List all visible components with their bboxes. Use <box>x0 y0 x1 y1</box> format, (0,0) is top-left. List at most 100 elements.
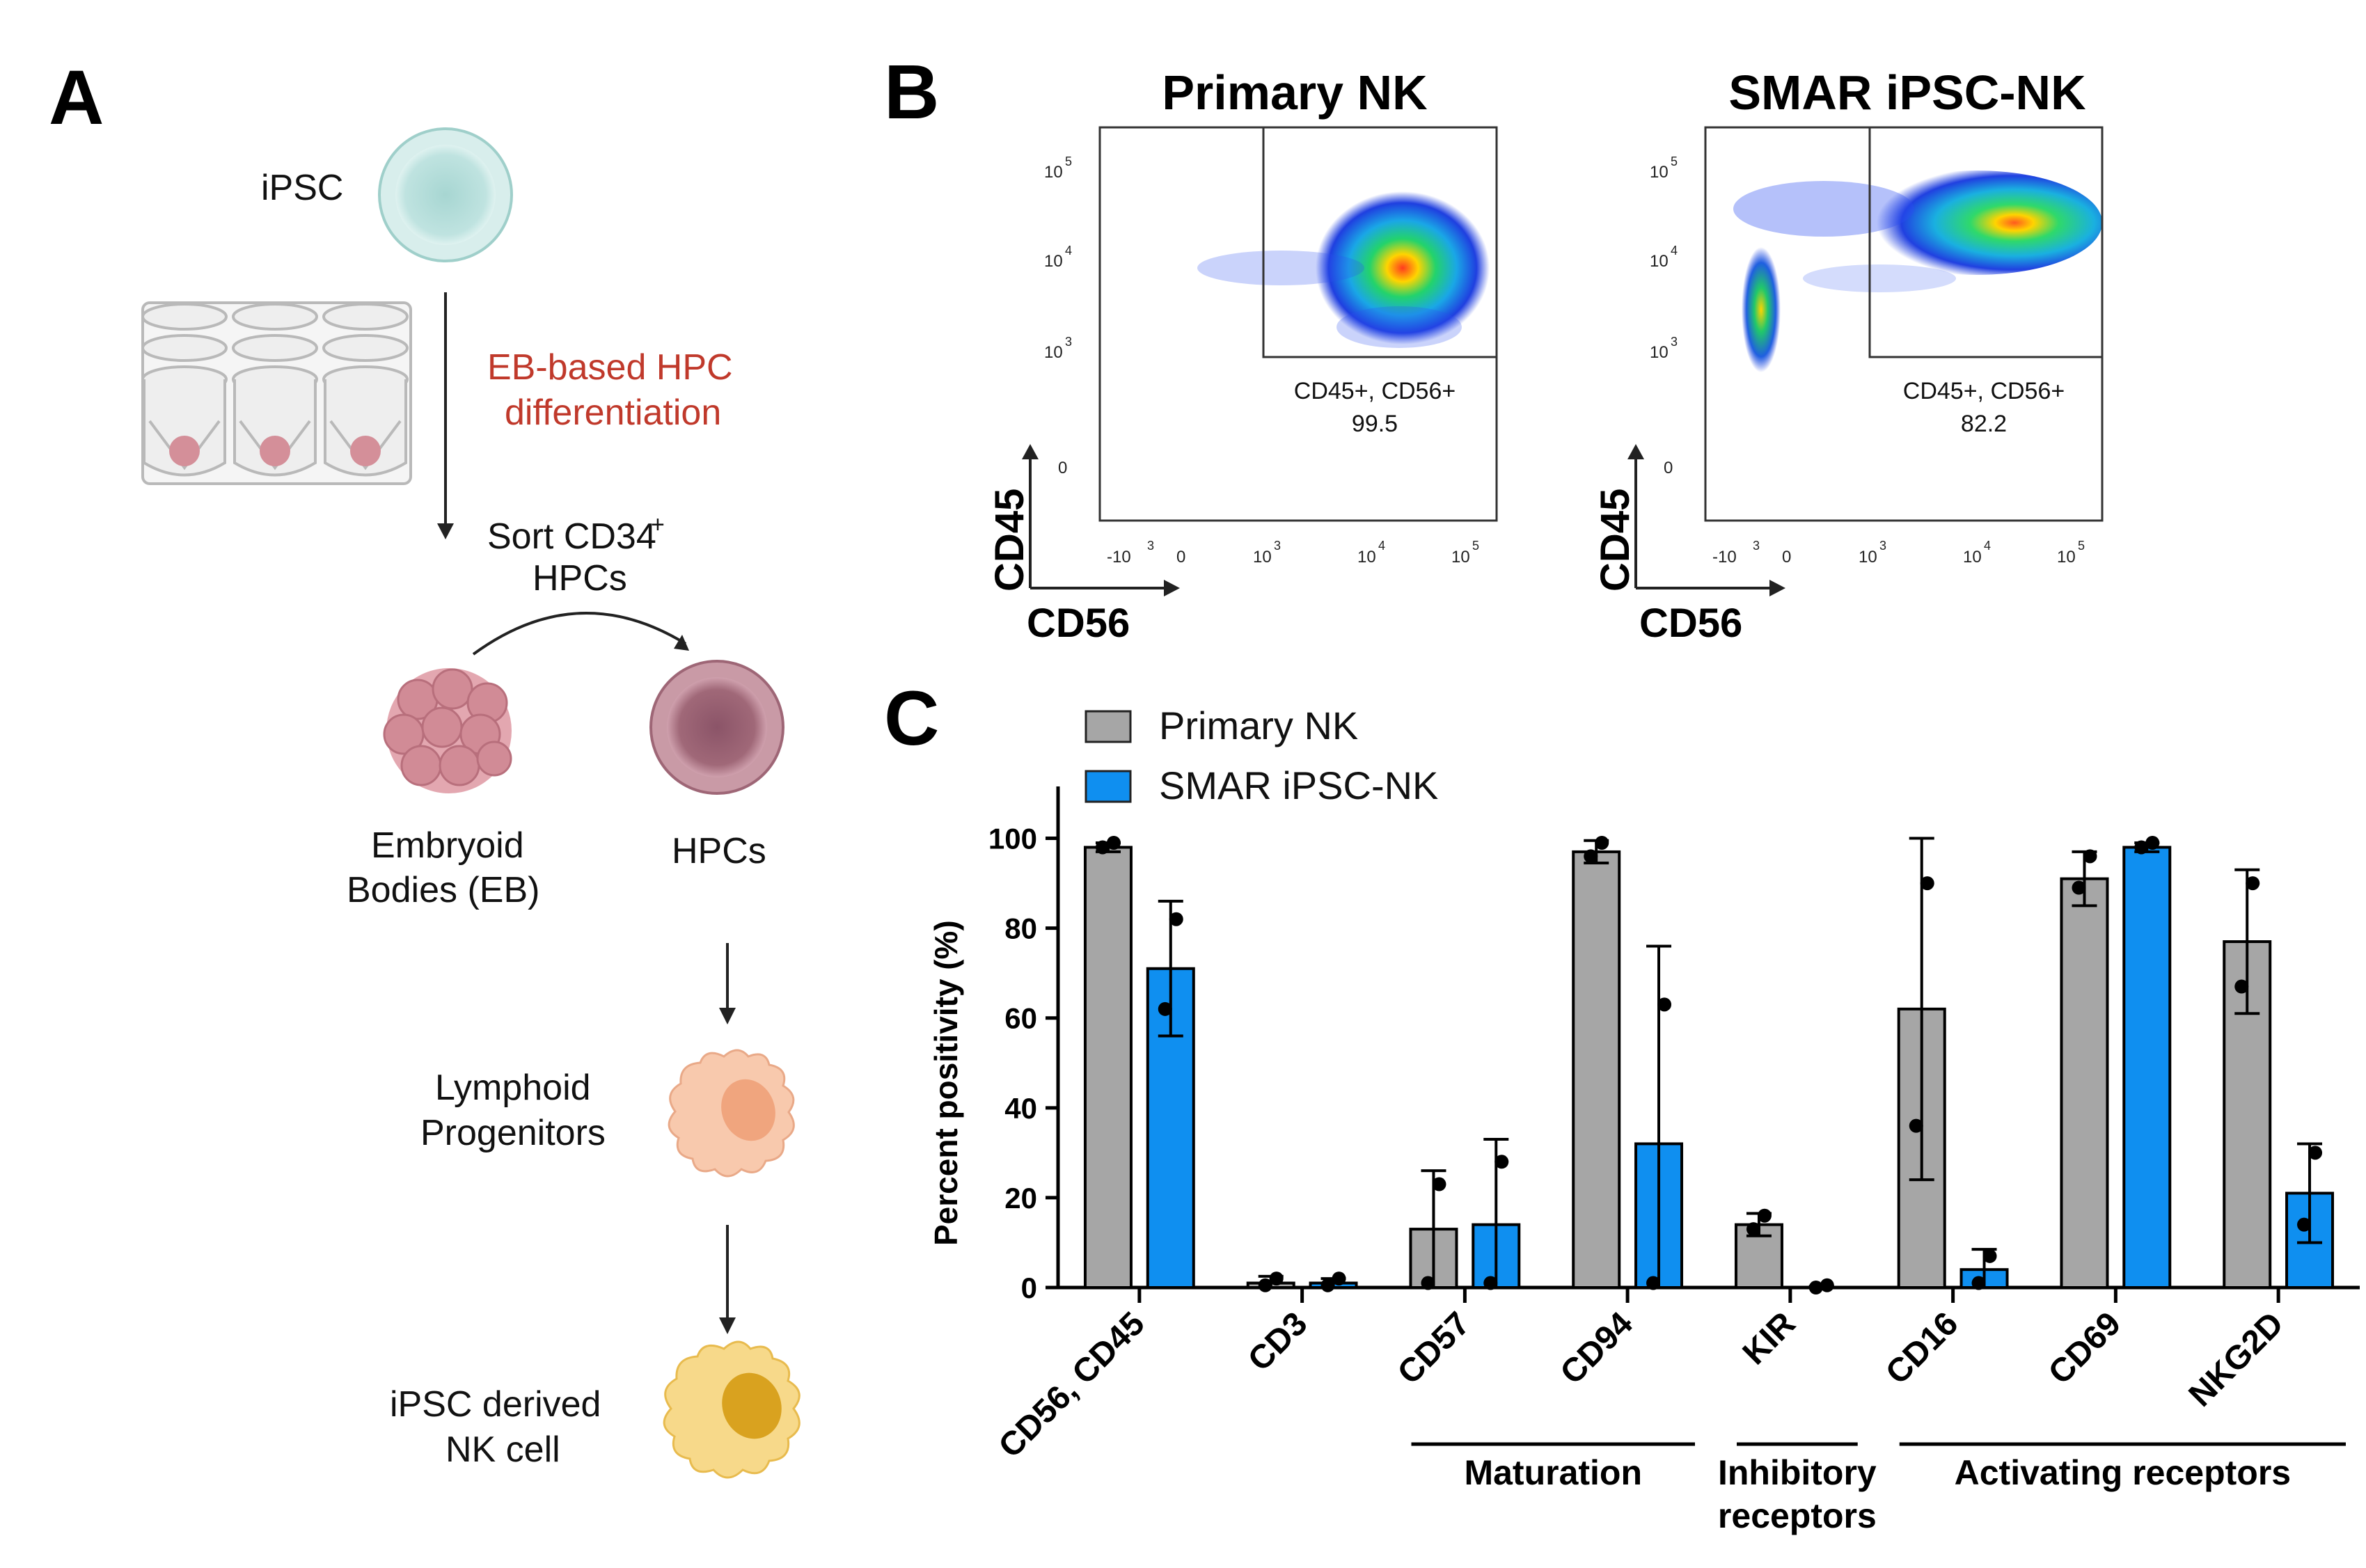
bar <box>1083 846 1133 1290</box>
gate-box <box>1262 126 1498 358</box>
data-point <box>1820 1278 1834 1292</box>
svg-text:4: 4 <box>1671 244 1678 258</box>
svg-text:10: 10 <box>1044 343 1063 362</box>
svg-text:3: 3 <box>1147 539 1154 553</box>
svg-text:4: 4 <box>1065 244 1072 258</box>
svg-text:0: 0 <box>1664 459 1673 477</box>
svg-text:3: 3 <box>1671 335 1678 349</box>
svg-text:5: 5 <box>2078 539 2085 553</box>
data-point <box>1808 1281 1823 1294</box>
data-point <box>1982 1249 1997 1263</box>
legend-label-primary-nk: Primary NK <box>1159 704 1358 747</box>
svg-text:10: 10 <box>1044 163 1063 182</box>
panel-a-letter: A <box>49 55 104 141</box>
lymphoid-label-2: Progenitors <box>420 1113 606 1153</box>
y-tick-label: 80 <box>1004 912 1037 945</box>
svg-text:-10: -10 <box>1712 548 1737 567</box>
group-label: Inhibitory <box>1718 1453 1877 1492</box>
svg-text:4: 4 <box>1984 539 1991 553</box>
data-point <box>2308 1146 2323 1160</box>
data-point <box>1920 876 1934 891</box>
data-point <box>2246 876 2260 891</box>
svg-text:3: 3 <box>1879 539 1886 553</box>
eb-label-2: Bodies (EB) <box>347 870 539 910</box>
sort-label-sup: + <box>651 512 665 538</box>
y-tick-label: 100 <box>988 823 1037 855</box>
data-point <box>1646 1276 1661 1290</box>
svg-text:10: 10 <box>1859 548 1877 567</box>
category-label: CD56, CD45 <box>992 1305 1152 1465</box>
data-point <box>1432 1177 1446 1191</box>
data-point <box>2234 979 2249 994</box>
data-point <box>2145 836 2160 850</box>
data-point <box>1106 836 1121 850</box>
x-tick-labels: -103 0 103 104 105 <box>1712 539 2085 567</box>
data-point <box>1909 1118 1923 1133</box>
data-point <box>1158 1001 1172 1016</box>
data-point <box>2297 1217 2312 1232</box>
group-label: Maturation <box>1464 1453 1642 1492</box>
legend-label-smar-ipsc-nk: SMAR iPSC-NK <box>1159 763 1438 807</box>
y-tick-label: 40 <box>1004 1092 1037 1125</box>
svg-text:3: 3 <box>1753 539 1760 553</box>
y-axis-label: CD45 <box>987 489 1032 592</box>
category-label: CD57 <box>1391 1305 1477 1391</box>
panel-a: A iPSC <box>49 55 801 1479</box>
data-point <box>1169 912 1183 926</box>
flow-plot-primary-nk: Primary NK CD45+, CD56+ 99.5 105 104 103… <box>987 65 1498 646</box>
x-axis-label: CD56 <box>1027 601 1130 646</box>
x-tick-labels: -103 0 103 104 105 <box>1107 539 1479 567</box>
y-tick-label: 60 <box>1004 1002 1037 1035</box>
panel-b: B Primary NK CD45+, CD56+ 99.5 105 104 1… <box>884 49 2104 646</box>
nk-label-2: NK cell <box>445 1430 560 1470</box>
category-label: CD69 <box>2042 1305 2128 1391</box>
data-point <box>1269 1272 1284 1286</box>
gate-value: 82.2 <box>1961 411 2007 437</box>
svg-text:10: 10 <box>1451 548 1470 567</box>
scatter-density <box>1197 191 1490 348</box>
scatter-density <box>1733 171 2102 372</box>
gate-label: CD45+, CD56+ <box>1903 378 2065 404</box>
svg-text:10: 10 <box>2057 548 2076 567</box>
data-point <box>2083 849 2097 864</box>
y-axis-label: CD45 <box>1593 489 1638 592</box>
lymphoid-progenitor-icon <box>668 1049 795 1178</box>
ipsc-cell-icon <box>378 127 513 262</box>
data-point <box>2072 880 2086 895</box>
svg-text:3: 3 <box>1274 539 1281 553</box>
panel-c: C Primary NK SMAR iPSC-NK Percent positi… <box>884 676 2360 1535</box>
svg-text:5: 5 <box>1472 539 1479 553</box>
group-label: Activating receptors <box>1955 1453 2291 1492</box>
svg-text:5: 5 <box>1065 155 1072 168</box>
y-tick-label: 0 <box>1021 1272 1037 1304</box>
category-label: CD16 <box>1879 1305 1965 1391</box>
category-label: CD3 <box>1241 1305 1314 1378</box>
data-point <box>1095 840 1110 855</box>
differentiation-label-2: differentiation <box>505 393 721 433</box>
flow-plot-title: Primary NK <box>1162 65 1427 120</box>
gate-value: 99.5 <box>1352 411 1398 437</box>
ipsc-label: iPSC <box>261 168 343 208</box>
category-label: NKG2D <box>2182 1305 2291 1413</box>
curved-arrow <box>472 611 687 656</box>
chart-legend: Primary NK SMAR iPSC-NK <box>1085 704 1438 807</box>
bar <box>2060 877 2109 1289</box>
bar <box>1572 850 1621 1289</box>
svg-text:10: 10 <box>1650 163 1669 182</box>
data-point <box>1494 1155 1509 1169</box>
differentiation-label-1: EB-based HPC <box>487 347 733 388</box>
svg-text:4: 4 <box>1378 539 1385 553</box>
embryoid-body-icon <box>383 668 512 793</box>
panel-b-letter: B <box>884 49 939 135</box>
gate-box <box>1868 126 2104 358</box>
legend-swatch-smar-ipsc-nk <box>1085 770 1132 803</box>
bar-chart: 0 20 40 60 80 100 CD56, CD45 CD3 CD57 CD94 KIR CD16… <box>988 786 2360 1535</box>
x-axis-label: CD56 <box>1639 601 1742 646</box>
svg-text:10: 10 <box>1357 548 1376 567</box>
hpcs-label: HPCs <box>672 831 766 871</box>
legend-swatch-primary-nk <box>1085 710 1132 743</box>
data-point <box>1258 1278 1272 1292</box>
gate-label: CD45+, CD56+ <box>1294 378 1456 404</box>
svg-text:10: 10 <box>1650 343 1669 362</box>
